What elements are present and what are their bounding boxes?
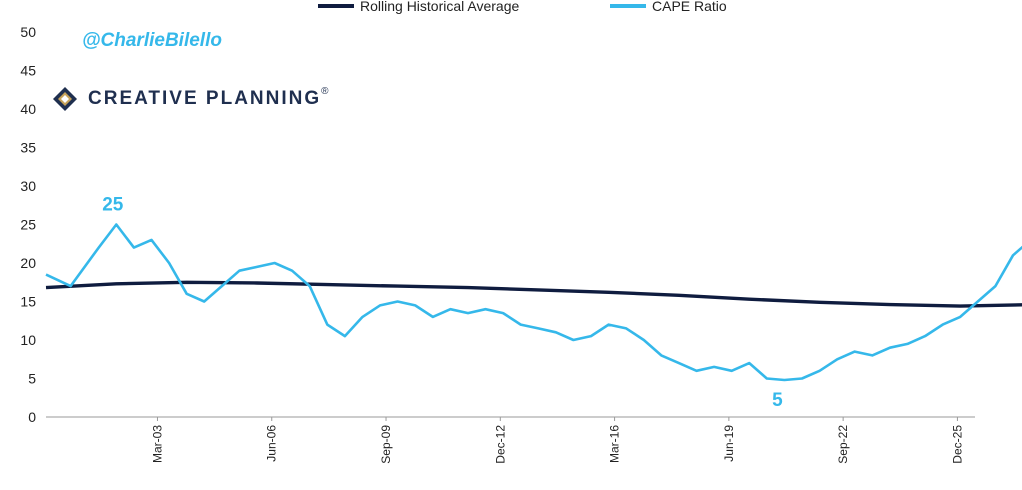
y-tick-label: 50 [20, 24, 36, 40]
brand-registered-mark: ® [321, 86, 329, 97]
x-tick-label: Mar-16 [608, 425, 622, 463]
brand-name: CREATIVE PLANNING [88, 88, 322, 109]
x-tick-label: Jun-19 [722, 425, 736, 462]
annotation-layer: 2553362299247442813332538274118 [102, 195, 783, 412]
x-tick-label: Sep-22 [836, 425, 850, 464]
y-tick-label: 25 [20, 217, 36, 233]
x-tick-label: Dec-25 [950, 425, 964, 464]
brand-logo: CREATIVE PLANNING ® [52, 86, 329, 112]
legend-label-rolling-average: Rolling Historical Average [360, 0, 519, 14]
cape-ratio-line [45, 223, 1022, 382]
y-axis: 0 5 10 15 20 25 30 35 40 45 50 [20, 24, 36, 425]
legend-label-cape-ratio: CAPE Ratio [652, 0, 727, 14]
y-tick-label: 35 [20, 140, 36, 156]
chart-legend: Rolling Historical Average CAPE Ratio [318, 0, 727, 14]
author-handle: @CharlieBilello [82, 30, 222, 51]
y-tick-label: 20 [20, 255, 36, 271]
diamond-logo-icon [53, 87, 77, 111]
y-tick-label: 40 [20, 101, 36, 117]
y-tick-label: 45 [20, 63, 36, 79]
y-tick-label: 5 [28, 371, 36, 387]
x-tick-label: Mar-03 [150, 425, 164, 463]
x-tick-label: Dec-12 [493, 425, 507, 464]
y-tick-label: 10 [20, 332, 36, 348]
x-tick-label: Sep-09 [379, 425, 393, 464]
y-tick-label: 15 [20, 294, 36, 310]
y-tick-label: 0 [28, 409, 36, 425]
y-tick-label: 30 [20, 178, 36, 194]
data-label: 25 [102, 195, 124, 216]
x-tick-label: Jun-06 [265, 425, 279, 462]
x-axis: Mar-03 Jun-06 Sep-09 Dec-12 Mar-16 Jun-19 Sep-… [46, 416, 975, 464]
data-label: 5 [772, 390, 783, 411]
rolling-average-line [45, 280, 1022, 308]
series-layer [45, 223, 1022, 382]
